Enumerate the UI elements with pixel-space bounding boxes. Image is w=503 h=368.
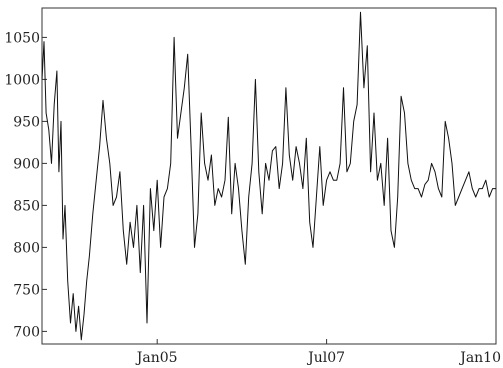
plot-frame <box>41 7 497 345</box>
y-axis: 700 750 800 850 900 950 1000 1050 <box>4 30 47 340</box>
y-tick-label: 850 <box>13 198 40 214</box>
y-tick-label: 950 <box>13 114 40 130</box>
x-tick-label: Jan05 <box>135 350 178 366</box>
y-tick-label: 1050 <box>4 30 40 46</box>
x-axis: Jan05 Jul07 Jan10 <box>135 339 501 366</box>
y-tick-label: 700 <box>13 324 40 340</box>
x-tick-label: Jan10 <box>458 350 501 366</box>
x-tick-label: Jul07 <box>306 350 345 366</box>
y-tick-label: 1000 <box>4 72 40 88</box>
y-tick-label: 800 <box>13 240 40 256</box>
y-tick-label: 900 <box>13 156 40 172</box>
y-tick-label: 750 <box>13 282 40 298</box>
price-series-line <box>41 11 496 341</box>
